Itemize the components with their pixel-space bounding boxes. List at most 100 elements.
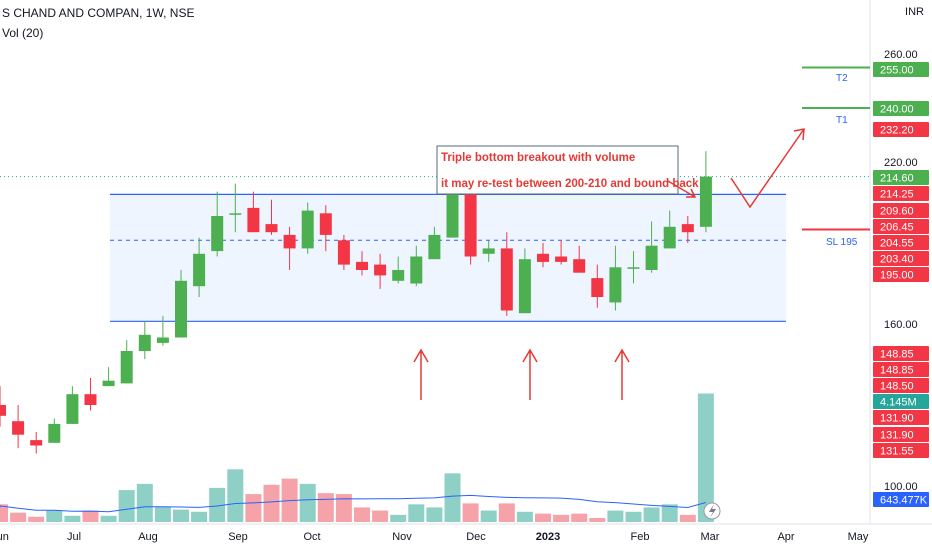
time-axis-label: Dec <box>466 531 486 543</box>
volume-bar <box>697 393 714 522</box>
candle[interactable] <box>573 245 586 273</box>
candle[interactable] <box>156 315 169 346</box>
price-tag: 203.40 <box>873 251 929 266</box>
candle[interactable] <box>211 191 224 257</box>
candle[interactable] <box>537 243 549 268</box>
price-tag: 148.85 <box>873 346 929 361</box>
candle[interactable] <box>482 240 495 262</box>
price-tag-label: 4.145M <box>880 397 917 409</box>
candle[interactable] <box>102 367 115 387</box>
candle[interactable] <box>627 251 640 284</box>
volume-bar <box>136 483 153 522</box>
price-axis-label: 260.00 <box>884 49 918 61</box>
candle[interactable] <box>120 340 133 384</box>
candle-body <box>464 189 477 257</box>
price-tag: 214.25 <box>873 186 929 201</box>
candle-body <box>681 224 694 233</box>
time-axis-label: 2023 <box>536 531 560 543</box>
volume-indicator-label[interactable]: Vol (20) <box>2 26 44 40</box>
lightning-icon[interactable] <box>703 502 721 520</box>
candle[interactable] <box>12 405 25 449</box>
candle[interactable] <box>30 432 43 454</box>
candle[interactable] <box>518 248 531 314</box>
price-tag-label: 214.25 <box>880 189 914 201</box>
annotation-box <box>436 145 679 195</box>
candle[interactable] <box>0 386 6 427</box>
candle[interactable] <box>681 216 694 243</box>
candle[interactable] <box>356 251 368 276</box>
volume-bar <box>118 490 135 522</box>
price-tag: 131.90 <box>873 427 929 442</box>
bottom-arrow-3 <box>614 348 630 400</box>
candle[interactable] <box>337 234 350 270</box>
candle-body <box>374 264 387 276</box>
candle[interactable] <box>66 386 79 424</box>
candle-body <box>410 256 423 284</box>
candle-body <box>211 216 224 252</box>
price-axis-label: 100.00 <box>884 481 918 493</box>
price-tag: 240.00 <box>873 101 929 116</box>
volume-bar <box>607 510 624 522</box>
candle-body <box>102 380 115 387</box>
candle[interactable] <box>374 253 387 289</box>
candle[interactable] <box>663 210 676 249</box>
candle[interactable] <box>410 245 423 287</box>
candle-body <box>337 240 350 265</box>
volume-bar <box>426 507 443 522</box>
price-axis-label: 220.00 <box>884 157 918 169</box>
volume-bar <box>335 494 352 522</box>
candle-body <box>627 267 640 269</box>
candle-body <box>591 278 604 297</box>
time-axis-label: May <box>848 531 869 543</box>
price-tag-label: 214.60 <box>880 173 914 185</box>
candle-body <box>645 245 658 270</box>
candle-body <box>84 394 97 405</box>
candle[interactable] <box>301 202 314 254</box>
candle[interactable] <box>265 199 278 235</box>
time-axis-label: Nov <box>392 531 412 543</box>
price-axis-labels: 260.00 220.00 160.00 100.00 <box>884 49 918 493</box>
candle[interactable] <box>464 186 477 265</box>
candle-body <box>319 213 332 235</box>
time-axis-label: Jul <box>67 531 81 543</box>
price-axis-label: 160.00 <box>884 319 918 331</box>
candle[interactable] <box>319 205 332 252</box>
candle[interactable] <box>175 270 187 338</box>
candle[interactable] <box>84 378 97 411</box>
candle-body <box>283 234 296 249</box>
candle[interactable] <box>555 240 568 265</box>
candle[interactable] <box>138 321 151 360</box>
candle[interactable] <box>609 245 622 311</box>
volume-bar <box>46 510 63 522</box>
volume-bar <box>516 511 533 522</box>
candle[interactable] <box>283 226 296 270</box>
candles <box>0 151 712 454</box>
candle[interactable] <box>645 221 658 273</box>
candle[interactable] <box>428 226 441 260</box>
volume-bar <box>299 483 316 522</box>
candle[interactable] <box>229 183 242 233</box>
candle[interactable] <box>699 151 712 233</box>
candle[interactable] <box>392 256 405 284</box>
volume-bar <box>317 493 334 522</box>
candle[interactable] <box>500 232 513 316</box>
volume-bar <box>209 487 226 522</box>
volume-bar <box>263 484 280 522</box>
price-tag-label: 195.00 <box>880 270 914 282</box>
candle[interactable] <box>193 237 206 297</box>
annotation-note[interactable]: Triple bottom breakout with volume it ma… <box>436 145 699 195</box>
price-tag-label: 203.40 <box>880 254 914 266</box>
price-tag: 195.00 <box>873 267 929 282</box>
candle[interactable] <box>591 264 604 308</box>
volume-bar <box>0 504 8 522</box>
volume-ma-line <box>0 494 707 513</box>
drawn-arrows[interactable] <box>413 128 805 400</box>
candle[interactable] <box>247 191 260 233</box>
candle[interactable] <box>48 418 61 443</box>
sl-label: SL 195 <box>826 237 858 248</box>
price-tag: 4.145M <box>873 394 929 409</box>
volume-bar <box>245 494 262 522</box>
volume-bar <box>498 503 515 522</box>
volume-bar <box>173 509 189 522</box>
